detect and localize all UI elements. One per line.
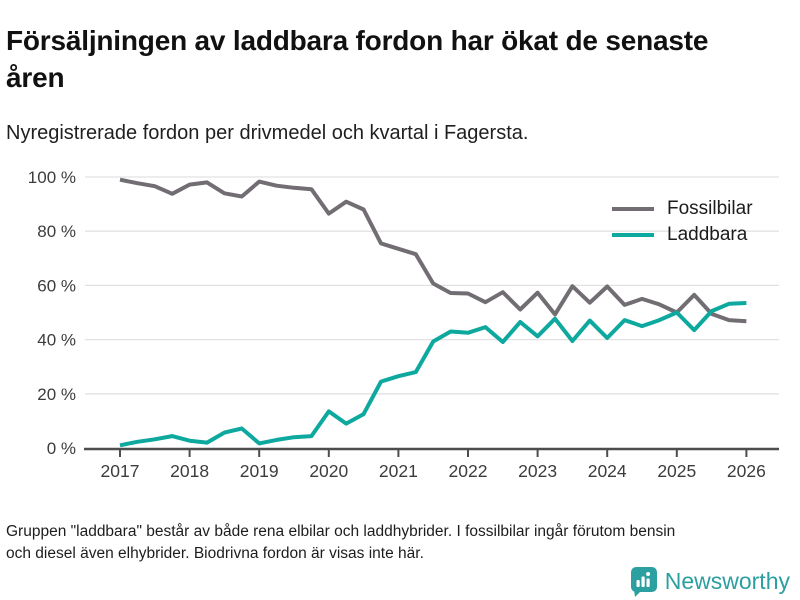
legend-label: Laddbara	[667, 224, 748, 245]
x-axis-label: 2023	[518, 461, 557, 481]
x-axis-label: 2022	[449, 461, 488, 481]
fossilbilar-line-swatch	[612, 207, 654, 211]
footnote-line-2: och diesel även elhybrider. Biodrivna fo…	[6, 545, 424, 563]
x-axis-label: 2020	[309, 461, 348, 481]
legend-item-laddbara: Laddbara	[612, 222, 753, 248]
chart-subtitle: Nyregistrerade fordon per drivmedel och …	[6, 122, 529, 144]
x-axis-label: 2021	[379, 461, 418, 481]
y-axis-label: 20 %	[37, 385, 76, 404]
x-axis-label: 2019	[240, 461, 279, 481]
legend-label: Fossilbilar	[667, 198, 753, 219]
page-title: Försäljningen av laddbara fordon har öka…	[6, 24, 709, 93]
y-axis-label: 60 %	[37, 276, 76, 295]
footnote-line-1: Gruppen "laddbara" består av både rena e…	[6, 523, 676, 540]
footnote: Gruppen "laddbara" består av både rena e…	[6, 521, 786, 566]
newsworthy-bubble-icon	[630, 566, 657, 597]
x-axis-label: 2024	[588, 461, 627, 481]
y-axis-label: 100 %	[28, 168, 76, 187]
series-line-laddbara	[119, 301, 747, 448]
newsworthy-logo: Newsworthy	[630, 565, 790, 597]
y-axis-label: 0 %	[47, 439, 76, 458]
brand-name: Newsworthy	[664, 567, 790, 594]
y-axis-label: 40 %	[37, 331, 76, 350]
chart-legend: Fossilbilar Laddbara	[612, 196, 753, 248]
x-axis-label: 2018	[170, 461, 209, 481]
x-axis-label: 2025	[657, 461, 696, 481]
x-axis-label: 2026	[727, 461, 766, 481]
y-axis-label: 80 %	[37, 222, 76, 241]
legend-item-fossilbilar: Fossilbilar	[612, 196, 753, 222]
laddbara-line-swatch	[612, 233, 654, 237]
x-axis-label: 2017	[101, 461, 140, 481]
